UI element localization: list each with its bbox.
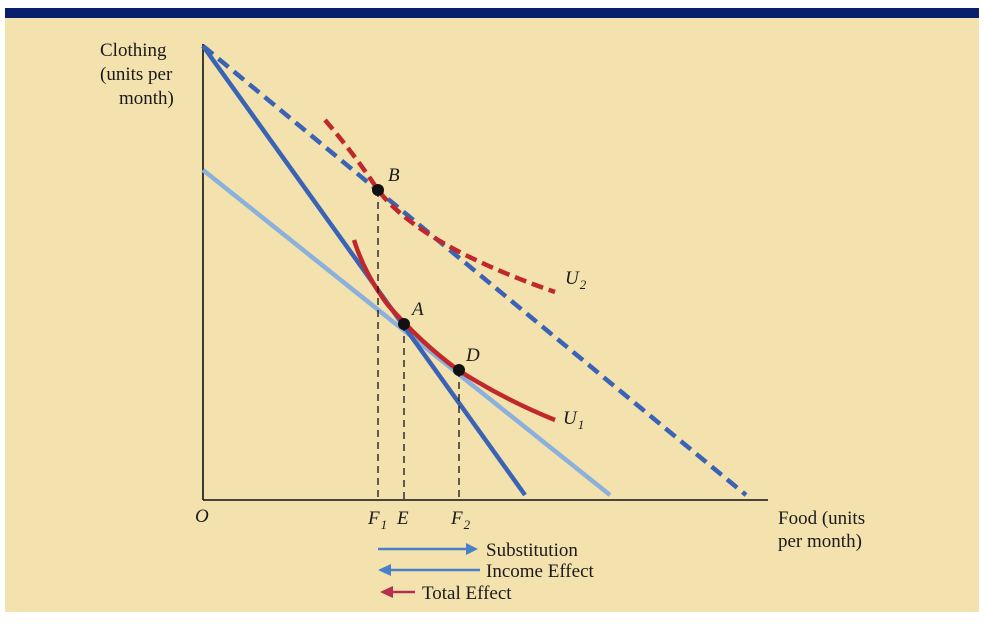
point-b	[372, 184, 384, 196]
legend-income-arrowhead	[378, 564, 391, 576]
origin-label: O	[195, 506, 209, 527]
y-axis-label-line-1: Clothing	[100, 40, 167, 61]
top-bar	[5, 8, 979, 18]
x-axis-label-line-1: Food (units	[778, 508, 865, 529]
tick-f2-letter: F	[450, 508, 463, 529]
legend: Substitution Income Effect Total Effect	[378, 540, 595, 604]
tick-label-e: E	[396, 508, 409, 529]
tick-f1-letter: F	[367, 508, 380, 529]
point-d	[453, 364, 465, 376]
budget-line-new-dashed	[201, 44, 748, 497]
point-a-label: A	[410, 299, 424, 320]
curve-u2-subscript: 2	[580, 277, 587, 292]
legend-total-label: Total Effect	[422, 583, 512, 604]
tick-f1-subscript: 1	[381, 517, 388, 532]
legend-income-label: Income Effect	[486, 561, 595, 582]
curve-u1-subscript: 1	[578, 417, 585, 432]
figure-background	[5, 8, 979, 612]
y-axis-label-line-2: (units per	[100, 64, 173, 85]
y-axis-label-line-3: month)	[119, 88, 174, 109]
indifference-curve-u2	[323, 118, 556, 295]
indifference-curve-u1	[351, 239, 556, 423]
legend-substitution-arrowhead	[466, 543, 478, 555]
tick-label-f1: F1	[367, 508, 387, 532]
tick-f2-subscript: 2	[464, 517, 471, 532]
point-a	[398, 318, 410, 330]
x-axis-label-line-2: per month)	[778, 531, 862, 552]
tick-label-f2: F2	[450, 508, 471, 532]
curve-u2-letter: U	[565, 268, 580, 289]
legend-substitution-label: Substitution	[486, 540, 578, 561]
curve-u1-letter: U	[563, 408, 578, 429]
curve-u2-label: U2	[565, 268, 587, 292]
point-d-label: D	[465, 345, 480, 366]
point-b-label: B	[388, 165, 400, 186]
curve-u1-label: U1	[563, 408, 584, 432]
legend-total-arrowhead	[380, 586, 393, 598]
